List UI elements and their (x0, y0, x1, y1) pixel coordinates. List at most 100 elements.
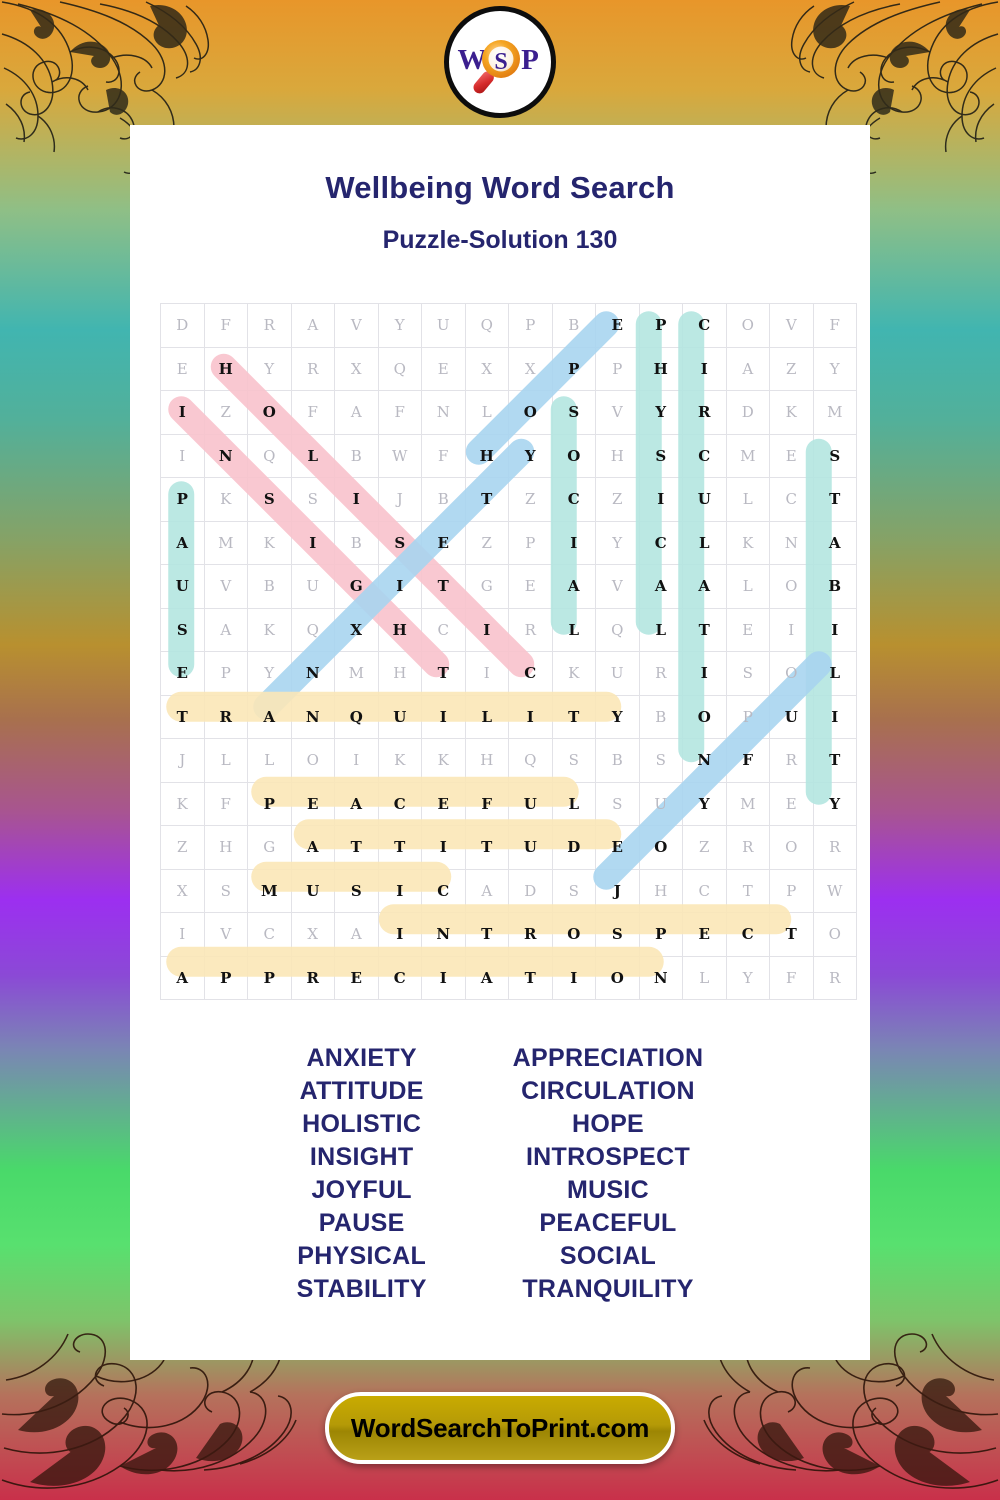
grid-cell[interactable]: Y (508, 433, 553, 478)
grid-cell[interactable]: V (203, 912, 248, 957)
grid-cell[interactable]: K (377, 738, 422, 783)
grid-cell[interactable]: H (377, 651, 422, 696)
grid-cell[interactable]: L (464, 390, 509, 435)
grid-cell[interactable]: H (638, 346, 683, 391)
grid-cell[interactable]: T (464, 477, 509, 522)
grid-cell[interactable]: T (377, 825, 422, 870)
grid-cell[interactable]: T (812, 738, 857, 783)
website-button[interactable]: WordSearchToPrint.com (325, 1392, 675, 1464)
grid-cell[interactable]: A (334, 390, 379, 435)
grid-cell[interactable]: Y (247, 651, 292, 696)
grid-cell[interactable]: J (595, 868, 640, 913)
grid-cell[interactable]: D (551, 825, 596, 870)
grid-cell[interactable]: D (725, 390, 770, 435)
grid-cell[interactable]: O (551, 912, 596, 957)
grid-cell[interactable]: A (551, 564, 596, 609)
grid-cell[interactable]: L (725, 477, 770, 522)
grid-cell[interactable]: P (638, 303, 683, 348)
grid-cell[interactable]: R (247, 303, 292, 348)
grid-cell[interactable]: T (725, 868, 770, 913)
grid-cell[interactable]: T (421, 651, 466, 696)
grid-cell[interactable]: K (725, 520, 770, 565)
grid-cell[interactable]: U (595, 651, 640, 696)
grid-cell[interactable]: D (160, 303, 205, 348)
grid-cell[interactable]: H (595, 433, 640, 478)
grid-cell[interactable]: L (551, 607, 596, 652)
grid-cell[interactable]: S (551, 738, 596, 783)
grid-cell[interactable]: T (421, 564, 466, 609)
grid-cell[interactable]: I (290, 520, 335, 565)
grid-cell[interactable]: R (290, 346, 335, 391)
grid-cell[interactable]: A (464, 955, 509, 1000)
grid-cell[interactable]: S (334, 868, 379, 913)
grid-cell[interactable]: F (377, 390, 422, 435)
grid-cell[interactable]: Z (508, 477, 553, 522)
grid-cell[interactable]: Q (290, 607, 335, 652)
grid-cell[interactable]: I (334, 477, 379, 522)
grid-cell[interactable]: H (638, 868, 683, 913)
grid-cell[interactable]: N (682, 738, 727, 783)
grid-cell[interactable]: X (334, 607, 379, 652)
grid-cell[interactable]: A (160, 520, 205, 565)
grid-cell[interactable]: N (638, 955, 683, 1000)
grid-cell[interactable]: O (247, 390, 292, 435)
grid-cell[interactable]: N (290, 694, 335, 739)
grid-cell[interactable]: T (812, 477, 857, 522)
grid-cell[interactable]: J (160, 738, 205, 783)
grid-cell[interactable]: N (203, 433, 248, 478)
grid-cell[interactable]: O (769, 825, 814, 870)
grid-cell[interactable]: H (203, 346, 248, 391)
grid-cell[interactable]: A (725, 346, 770, 391)
grid-cell[interactable]: R (812, 825, 857, 870)
grid-cell[interactable]: P (551, 346, 596, 391)
grid-cell[interactable]: N (769, 520, 814, 565)
grid-cell[interactable]: X (160, 868, 205, 913)
grid-cell[interactable]: I (812, 694, 857, 739)
grid-cell[interactable]: V (595, 390, 640, 435)
grid-cell[interactable]: C (421, 868, 466, 913)
grid-cell[interactable]: R (203, 694, 248, 739)
grid-cell[interactable]: F (769, 955, 814, 1000)
grid-cell[interactable]: S (812, 433, 857, 478)
grid-cell[interactable]: I (377, 868, 422, 913)
grid-cell[interactable]: M (725, 433, 770, 478)
grid-cell[interactable]: P (508, 520, 553, 565)
grid-cell[interactable]: U (290, 868, 335, 913)
grid-cell[interactable]: O (551, 433, 596, 478)
grid-cell[interactable]: I (464, 651, 509, 696)
grid-cell[interactable]: R (290, 955, 335, 1000)
grid-cell[interactable]: N (421, 912, 466, 957)
grid-cell[interactable]: T (464, 912, 509, 957)
grid-cell[interactable]: L (203, 738, 248, 783)
grid-cell[interactable]: T (160, 694, 205, 739)
grid-cell[interactable]: A (638, 564, 683, 609)
grid-cell[interactable]: A (334, 912, 379, 957)
grid-cell[interactable]: E (595, 825, 640, 870)
grid-cell[interactable]: K (160, 781, 205, 826)
grid-cell[interactable]: T (508, 955, 553, 1000)
grid-cell[interactable]: F (290, 390, 335, 435)
grid-cell[interactable]: S (160, 607, 205, 652)
grid-cell[interactable]: R (508, 912, 553, 957)
grid-cell[interactable]: I (421, 955, 466, 1000)
grid-cell[interactable]: C (421, 607, 466, 652)
grid-cell[interactable]: I (160, 912, 205, 957)
grid-cell[interactable]: S (377, 520, 422, 565)
grid-cell[interactable]: R (508, 607, 553, 652)
grid-cell[interactable]: B (247, 564, 292, 609)
grid-cell[interactable]: T (551, 694, 596, 739)
grid-cell[interactable]: X (334, 346, 379, 391)
grid-cell[interactable]: I (334, 738, 379, 783)
grid-cell[interactable]: G (464, 564, 509, 609)
grid-cell[interactable]: U (160, 564, 205, 609)
grid-cell[interactable]: U (377, 694, 422, 739)
grid-cell[interactable]: L (551, 781, 596, 826)
grid-cell[interactable]: U (290, 564, 335, 609)
grid-cell[interactable]: B (551, 303, 596, 348)
grid-cell[interactable]: P (247, 781, 292, 826)
grid-cell[interactable]: X (290, 912, 335, 957)
grid-cell[interactable]: U (638, 781, 683, 826)
grid-cell[interactable]: F (725, 738, 770, 783)
grid-cell[interactable]: L (812, 651, 857, 696)
